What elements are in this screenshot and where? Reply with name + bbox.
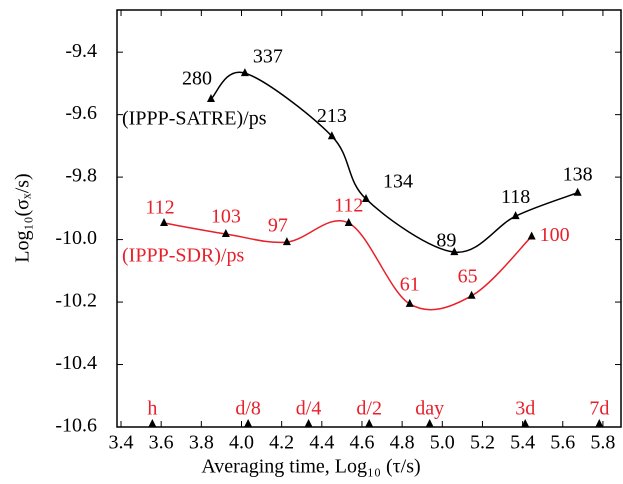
point <box>206 94 215 103</box>
point <box>282 237 291 246</box>
series-label: (IPPP-SDR)/ps <box>122 245 244 267</box>
point <box>344 218 353 227</box>
time-marker <box>304 419 313 427</box>
x-tick-label: 5.2 <box>470 432 495 454</box>
time-marker <box>425 419 434 427</box>
point <box>573 187 582 196</box>
point <box>221 228 230 237</box>
time-marker <box>595 419 604 427</box>
x-tick-label: 3.8 <box>189 432 214 454</box>
x-axis-title: Averaging time, Log₁₀ (τ/s) <box>201 456 420 478</box>
series-line <box>210 71 578 253</box>
point-label: 103 <box>211 206 241 228</box>
x-tick-label: 4.2 <box>269 432 294 454</box>
point-label: 112 <box>145 197 174 219</box>
y-tick-label: -9.6 <box>65 102 97 124</box>
point-label: 61 <box>400 274 420 296</box>
y-tick-label: -10.4 <box>55 352 97 374</box>
x-tick-label: 5.6 <box>550 432 575 454</box>
x-tick-label: 4.0 <box>229 432 254 454</box>
point <box>361 193 370 202</box>
x-tick-label: 3.4 <box>109 432 134 454</box>
point <box>527 231 536 240</box>
point <box>467 290 476 299</box>
x-tick-label: 4.6 <box>349 432 374 454</box>
point-label: 337 <box>253 46 283 68</box>
y-tick-label: -10.0 <box>55 227 97 249</box>
y-tick-label: -9.8 <box>65 165 97 187</box>
point-label: 89 <box>436 230 456 252</box>
x-tick-label: 5.8 <box>590 432 615 454</box>
point <box>450 247 459 256</box>
y-tick-label: -10.6 <box>55 415 97 437</box>
x-tick-label: 5.4 <box>510 432 535 454</box>
y-axis-title: Log₁₀(σₓ/s) <box>12 173 34 262</box>
point <box>240 68 249 77</box>
point-label: 138 <box>563 163 593 185</box>
x-tick-label: 4.4 <box>309 432 334 454</box>
y-tick-label: -9.4 <box>65 40 97 62</box>
point-label: 100 <box>540 224 570 246</box>
time-marker-label: d/2 <box>356 398 382 420</box>
time-marker-label: 3d <box>515 398 535 420</box>
point <box>405 298 414 307</box>
series-label: (IPPP-SATRE)/ps <box>122 108 267 130</box>
point <box>159 218 168 227</box>
time-marker-label: h <box>147 398 157 420</box>
time-marker <box>365 419 374 427</box>
point-label: 112 <box>334 195 363 217</box>
time-marker-label: d/8 <box>235 398 261 420</box>
x-tick-label: 4.8 <box>390 432 415 454</box>
point-label: 213 <box>317 105 347 127</box>
x-tick-label: 5.0 <box>430 432 455 454</box>
time-marker <box>521 419 530 427</box>
point <box>327 131 336 140</box>
point-label: 280 <box>182 68 212 90</box>
time-marker-label: d/4 <box>296 398 322 420</box>
point-label: 118 <box>501 186 530 208</box>
point <box>511 211 520 220</box>
time-marker-label: 7d <box>589 398 609 420</box>
time-marker-label: day <box>415 398 444 420</box>
time-marker <box>244 419 253 427</box>
point-label: 97 <box>268 215 288 237</box>
y-tick-label: -10.2 <box>55 290 97 312</box>
x-tick-label: 3.6 <box>149 432 174 454</box>
point-label: 65 <box>458 265 478 287</box>
time-marker <box>148 419 157 427</box>
point-label: 134 <box>383 171 413 193</box>
